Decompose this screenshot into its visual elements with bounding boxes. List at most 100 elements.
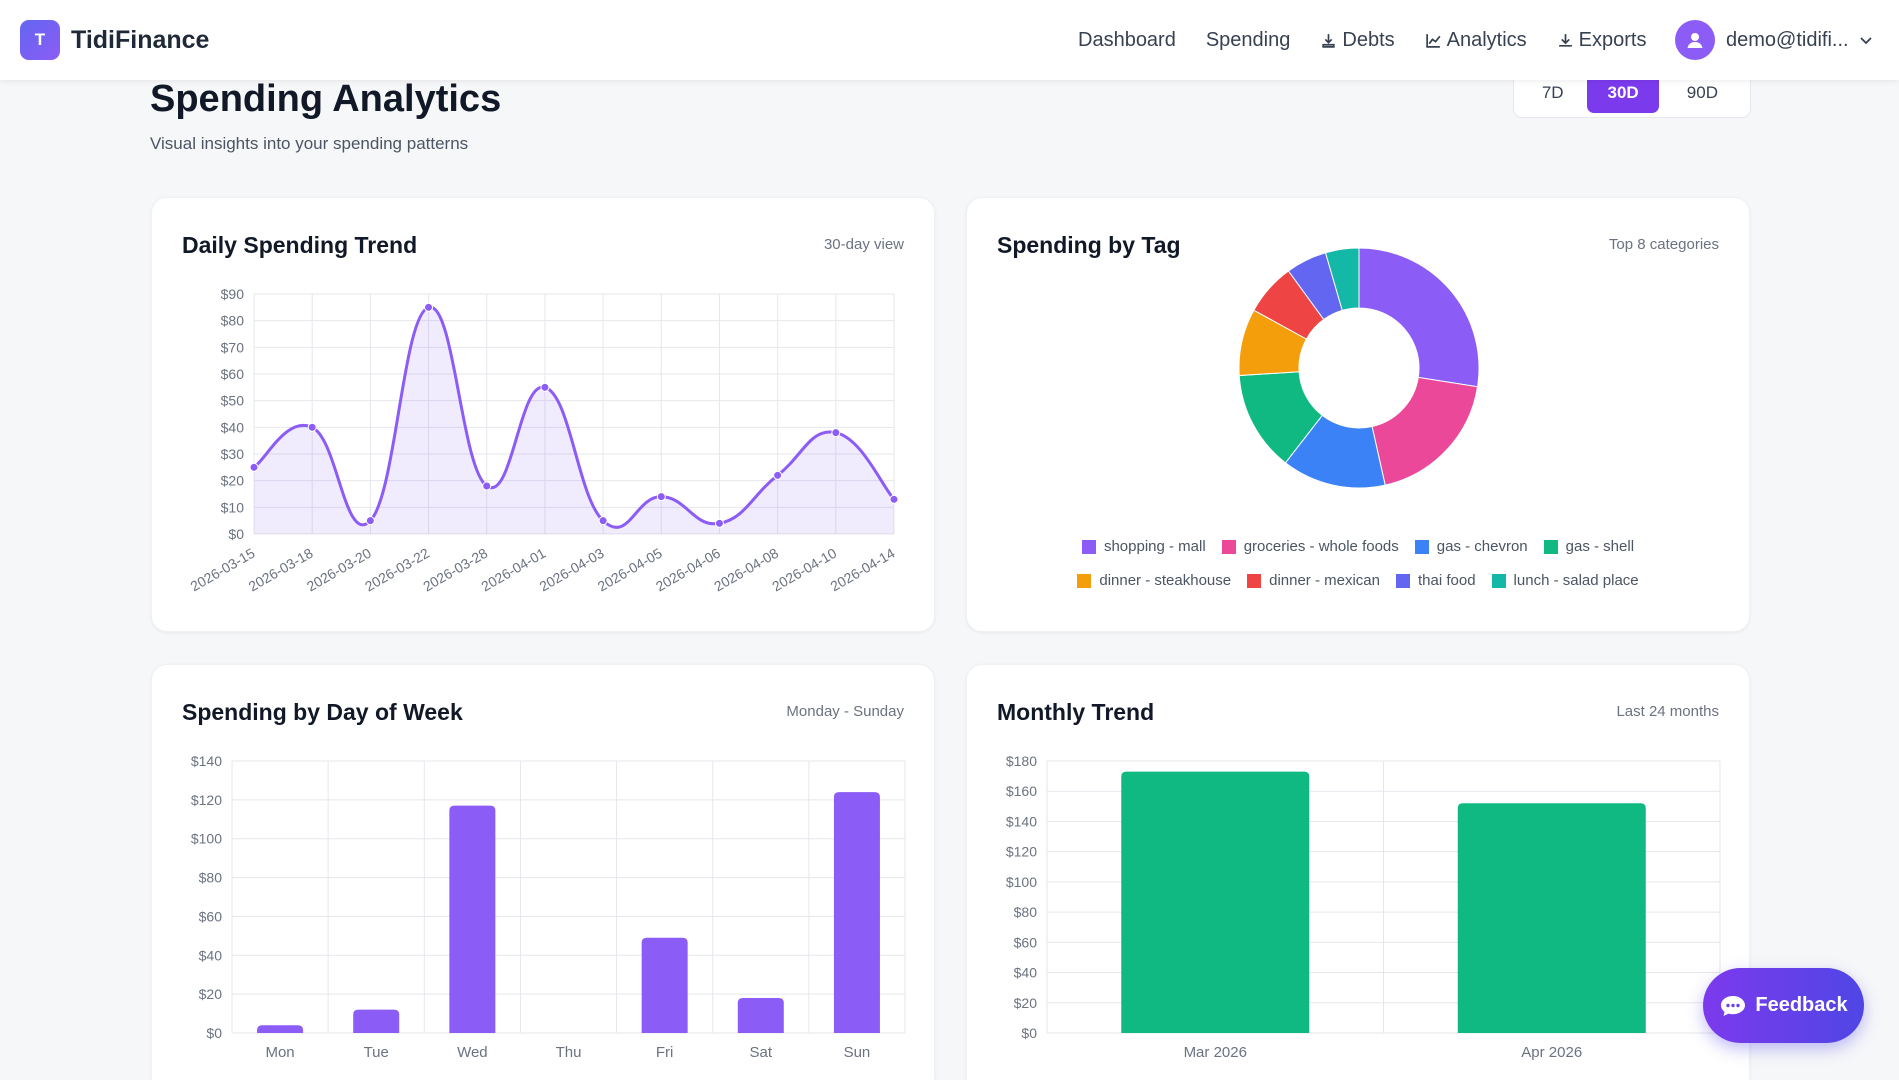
bar	[1457, 803, 1646, 1033]
card-title: Spending by Day of Week	[182, 699, 463, 725]
day-of-week-card: Spending by Day of Week Monday - Sunday …	[151, 664, 935, 1080]
legend-label: lunch - salad place	[1513, 572, 1639, 589]
range-90d-button[interactable]: 90D	[1686, 83, 1718, 102]
x-tick-label: 2026-03-28	[420, 545, 490, 595]
x-tick-label: Tue	[364, 1044, 389, 1061]
data-point	[714, 518, 724, 528]
tag-legend-row-2: dinner - steakhouse dinner - mexican thai …	[967, 572, 1749, 589]
x-tick-label: 2026-03-22	[362, 545, 432, 595]
y-tick-label: $120	[1006, 844, 1037, 860]
x-tick-label: Mon	[265, 1044, 294, 1061]
data-point	[889, 494, 899, 504]
page-title: Spending Analytics	[150, 78, 502, 120]
card-subtitle: Last 24 months	[1616, 703, 1719, 720]
chart-line-icon	[1425, 33, 1441, 48]
chevron-down-icon	[1859, 37, 1872, 45]
tag-legend-row-1: shopping - mall groceries - whole foods ga…	[967, 538, 1749, 555]
y-tick-label: $50	[221, 393, 245, 409]
bar	[641, 937, 688, 1033]
brand[interactable]: T TidiFinance	[20, 20, 209, 60]
user-email: demo@tidifi...	[1726, 28, 1849, 51]
y-tick-label: $0	[228, 526, 244, 542]
x-tick-label: 2026-04-10	[769, 545, 839, 595]
card-subtitle: Top 8 categories	[1608, 236, 1719, 253]
y-tick-label: $20	[221, 473, 245, 489]
daily-spending-chart[interactable]: $0$10$20$30$40$50$60$70$80$902026-03-152…	[152, 198, 936, 633]
x-tick-label: 2026-04-01	[478, 545, 548, 595]
brand-name: TidiFinance	[71, 25, 210, 54]
legend-item[interactable]: groceries - whole foods	[1221, 538, 1399, 555]
nav-link-dashboard[interactable]: Dashboard	[1078, 29, 1176, 52]
page-subtitle: Visual insights into your spending patte…	[150, 134, 469, 153]
y-tick-label: $70	[221, 339, 245, 355]
y-tick-label: $80	[1014, 904, 1038, 920]
top-navbar: T TidiFinance Dashboard Spending Debts A…	[0, 0, 1899, 80]
x-tick-label: 2026-04-08	[711, 545, 781, 595]
legend-label: groceries - whole foods	[1243, 538, 1399, 555]
card-subtitle: 30-day view	[823, 236, 904, 253]
data-point	[307, 422, 317, 432]
nav-link-label: Dashboard	[1078, 28, 1176, 51]
y-tick-label: $60	[221, 366, 245, 382]
area-fill	[254, 307, 894, 534]
legend-item[interactable]: dinner - mexican	[1247, 572, 1380, 589]
x-tick-label: 2026-04-06	[653, 545, 723, 595]
y-tick-label: $100	[1006, 874, 1037, 890]
feedback-label: Feedback	[1755, 994, 1848, 1016]
feedback-button[interactable]: Feedback	[1703, 968, 1864, 1043]
legend-swatch	[1414, 539, 1429, 554]
day-of-week-chart[interactable]: $0 $20 $40 $60 $80 $100 $120 $140 Mon Tue Wed Thu Fr…	[152, 665, 936, 1080]
range-7d-button[interactable]: 7D	[1541, 83, 1564, 102]
avatar	[1675, 20, 1715, 60]
x-tick-label: Wed	[457, 1044, 488, 1061]
monthly-trend-card: Monthly Trend Last 24 months $0 $20 $40 $60…	[966, 664, 1750, 1080]
nav-link-label: Spending	[1205, 28, 1291, 51]
y-tick-label: $180	[1006, 753, 1037, 769]
x-tick-label: Thu	[556, 1044, 582, 1061]
y-tick-label: $90	[221, 286, 245, 302]
monthly-trend-chart[interactable]: $0 $20 $40 $60 $80 $100 $120 $140 $160 $180 Mar 20…	[967, 665, 1751, 1080]
user-menu[interactable]: demo@tidifi...	[1675, 20, 1873, 60]
data-point	[365, 516, 375, 526]
bar	[1121, 771, 1310, 1033]
y-tick-label: $0	[206, 1025, 222, 1041]
card-title: Daily Spending Trend	[182, 232, 418, 258]
user-icon	[1687, 33, 1703, 48]
legend-swatch	[1221, 539, 1236, 554]
nav-link-exports[interactable]: Exports	[1557, 29, 1646, 52]
nav-link-spending[interactable]: Spending	[1206, 29, 1291, 52]
data-point	[773, 470, 783, 480]
nav-link-analytics[interactable]: Analytics	[1425, 29, 1527, 52]
bar	[833, 792, 880, 1033]
legend-swatch	[1491, 573, 1506, 588]
y-tick-label: $60	[1014, 934, 1038, 950]
nav-link-label: Analytics	[1446, 28, 1527, 51]
y-tick-label: $80	[199, 870, 223, 886]
data-point	[249, 462, 259, 472]
legend-item[interactable]: thai food	[1396, 572, 1476, 589]
nav-links: Dashboard Spending Debts Analytics Expor…	[1078, 0, 1676, 80]
x-tick-label: Sat	[750, 1044, 773, 1061]
legend-item[interactable]: dinner - steakhouse	[1077, 572, 1231, 589]
chat-bubble-icon	[1721, 995, 1746, 1016]
legend-label: dinner - mexican	[1269, 572, 1380, 589]
legend-label: gas - chevron	[1436, 538, 1528, 555]
y-tick-label: $30	[221, 446, 245, 462]
legend-item[interactable]: gas - shell	[1543, 538, 1634, 555]
y-tick-label: $0	[1021, 1025, 1037, 1041]
legend-swatch	[1543, 539, 1558, 554]
legend-item[interactable]: shopping - mall	[1081, 538, 1206, 555]
spending-by-tag-card: Spending by Tag Top 8 categories shoppin…	[966, 197, 1750, 632]
nav-link-debts[interactable]: Debts	[1320, 29, 1395, 52]
data-point	[482, 481, 492, 491]
data-point	[424, 302, 434, 312]
spending-by-tag-chart[interactable]	[967, 198, 1751, 633]
bar	[257, 1025, 304, 1033]
y-tick-label: $80	[221, 313, 245, 329]
legend-label: thai food	[1418, 572, 1476, 589]
x-tick-label: 2026-03-18	[246, 545, 316, 595]
legend-item[interactable]: lunch - salad place	[1491, 572, 1639, 589]
data-point	[831, 428, 841, 438]
data-point	[540, 382, 550, 392]
legend-item[interactable]: gas - chevron	[1414, 538, 1528, 555]
